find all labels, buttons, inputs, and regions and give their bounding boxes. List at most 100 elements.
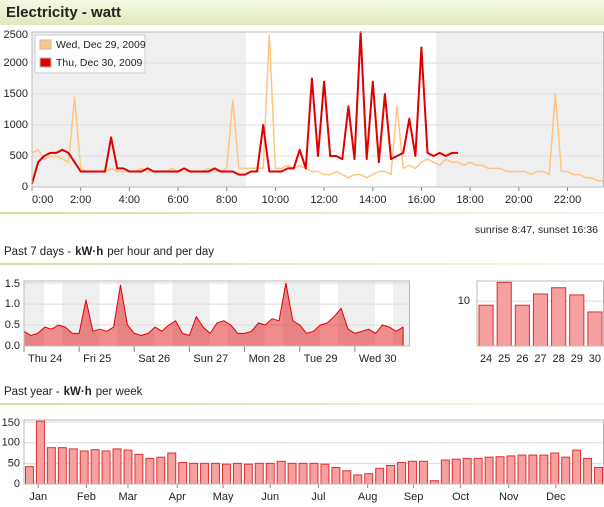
heading-text: Past 7 days - [4, 246, 71, 258]
bar [594, 466, 603, 485]
bar [90, 449, 100, 485]
night-band [436, 32, 604, 187]
x-tick-label: 25 [498, 353, 510, 365]
x-tick-label: 2:00 [70, 194, 91, 206]
x-tick-label: 16:00 [408, 194, 436, 206]
x-tick-label: 22:00 [554, 194, 582, 206]
y-tick-label: 2500 [4, 29, 28, 41]
x-tick-label: 29 [571, 353, 583, 365]
x-tick-label: 0:00 [32, 194, 53, 206]
y-tick-label: 2000 [4, 57, 28, 69]
page-title: Electricity - watt [6, 4, 121, 21]
x-tick-label: 24 [480, 353, 492, 365]
bar [462, 457, 472, 485]
bar [287, 462, 297, 485]
bar [79, 450, 89, 485]
bar [532, 293, 549, 347]
bar [440, 459, 450, 485]
night-band [393, 281, 410, 346]
x-tick-label: Dec [546, 491, 566, 503]
bar [200, 462, 210, 485]
x-tick-label: Jul [311, 491, 325, 503]
bar [397, 462, 407, 485]
x-tick-label: Tue 29 [304, 353, 338, 365]
bar [320, 463, 330, 485]
bar [101, 450, 111, 485]
bar [167, 452, 177, 485]
legend-label: Thu, Dec 30, 2009 [56, 57, 143, 69]
section-heading: Past year - kW·h per week [4, 386, 143, 398]
night-band [189, 281, 210, 346]
bar [211, 462, 220, 485]
bar [496, 281, 512, 347]
x-tick-label: Jan [29, 491, 47, 503]
x-tick-label: Mar [118, 491, 137, 503]
bar [243, 463, 253, 485]
header-bar [0, 0, 604, 25]
y-tick-label: 500 [10, 150, 28, 162]
separator [0, 403, 604, 405]
bar [495, 456, 505, 485]
bar [57, 447, 67, 485]
legend-box [34, 34, 146, 74]
x-tick-label: Sat 26 [138, 353, 170, 365]
bar [342, 470, 352, 485]
bar [572, 449, 582, 485]
x-tick-label: 8:00 [216, 194, 237, 206]
bar [517, 454, 527, 485]
bar [408, 460, 417, 485]
bar [68, 448, 78, 485]
bar [375, 467, 385, 485]
x-tick-label: 6:00 [167, 194, 188, 206]
night-band [24, 281, 45, 346]
y-tick-label: 0 [22, 181, 28, 193]
legend-label: Wed, Dec 29, 2009 [56, 39, 146, 51]
night-band [134, 281, 155, 346]
night-band [62, 281, 80, 346]
x-tick-label: Fri 25 [83, 353, 111, 365]
y-tick-label: 50 [8, 457, 20, 469]
x-tick-label: Feb [77, 491, 96, 503]
y-tick-label: 1.0 [5, 298, 20, 310]
x-tick-label: 28 [553, 353, 565, 365]
night-band [172, 281, 190, 346]
y-tick-label: 0.5 [5, 319, 20, 331]
bar [232, 462, 242, 485]
bar [145, 457, 155, 485]
bar [484, 456, 494, 485]
y-tick-label: 0.0 [5, 340, 20, 352]
bar [134, 453, 144, 485]
bar [551, 287, 567, 347]
x-tick-label: Oct [452, 491, 469, 503]
legend-swatch [39, 57, 52, 68]
bar [550, 452, 560, 485]
x-tick-label: Wed 30 [359, 353, 397, 365]
y-tick-label: 10 [458, 295, 470, 307]
bar [583, 457, 593, 485]
separator [0, 212, 604, 214]
y-tick-label: 1.5 [5, 278, 20, 290]
x-tick-label: 10:00 [262, 194, 290, 206]
bar [569, 294, 585, 347]
y-tick-label: 100 [2, 437, 20, 449]
bar [514, 304, 530, 347]
section-heading: Past 7 days - kW·h per hour and per day [4, 246, 214, 258]
heading-text: per hour and per day [107, 246, 214, 258]
heading-text: Past year - [4, 386, 60, 398]
x-tick-label: 12:00 [310, 194, 338, 206]
bar [46, 447, 56, 485]
bar [309, 462, 319, 485]
x-tick-label: Mon 28 [249, 353, 286, 365]
night-band [337, 281, 355, 346]
x-tick-label: 30 [589, 353, 601, 365]
bar [528, 454, 538, 485]
x-tick-label: 27 [534, 353, 546, 365]
bar [178, 462, 188, 485]
night-band [227, 281, 245, 346]
heading-unit: kW·h [75, 246, 103, 258]
bar [265, 462, 275, 485]
bar [298, 462, 308, 485]
line-series [31, 31, 458, 185]
x-tick-label: Jun [261, 491, 279, 503]
